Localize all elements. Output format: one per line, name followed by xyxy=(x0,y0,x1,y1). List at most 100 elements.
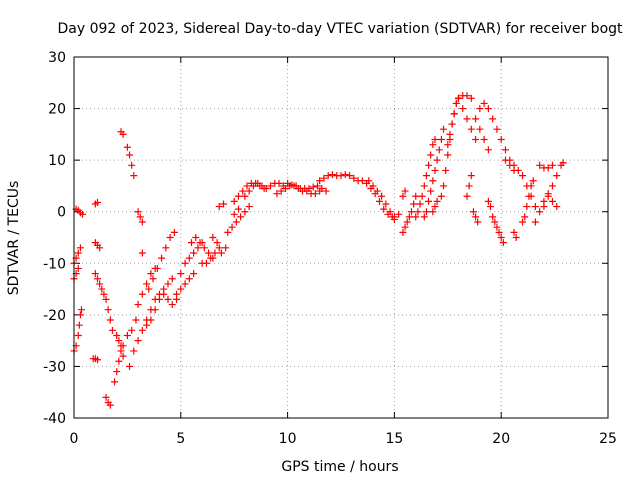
data-point xyxy=(173,290,181,298)
grid xyxy=(74,57,608,418)
data-point xyxy=(234,192,242,200)
data-point xyxy=(493,223,501,231)
data-point xyxy=(422,172,430,180)
data-point xyxy=(489,115,497,123)
data-point xyxy=(292,182,300,190)
data-point xyxy=(474,218,482,226)
data-point xyxy=(440,125,448,133)
data-point xyxy=(506,161,514,169)
data-point xyxy=(320,174,328,182)
data-point xyxy=(245,187,253,195)
data-point xyxy=(322,187,330,195)
data-point xyxy=(145,285,153,293)
data-point xyxy=(501,156,509,164)
data-point xyxy=(123,143,131,151)
data-point xyxy=(433,197,441,205)
data-point xyxy=(243,182,251,190)
data-point xyxy=(401,223,409,231)
data-point xyxy=(523,203,531,211)
data-point xyxy=(111,378,119,386)
data-point xyxy=(373,187,381,195)
data-point xyxy=(164,280,172,288)
data-point xyxy=(414,208,422,216)
data-point xyxy=(258,182,266,190)
data-point xyxy=(544,164,552,172)
data-point xyxy=(429,141,437,149)
data-point xyxy=(480,136,488,144)
data-point xyxy=(126,362,134,370)
data-point xyxy=(108,326,116,334)
data-point xyxy=(318,185,326,193)
data-point xyxy=(275,179,283,187)
data-point xyxy=(472,213,480,221)
data-point xyxy=(74,264,82,272)
data-point xyxy=(239,187,247,195)
data-points xyxy=(70,92,567,409)
data-point xyxy=(207,254,215,262)
data-point xyxy=(444,151,452,159)
data-point xyxy=(467,125,475,133)
data-point xyxy=(106,401,114,409)
data-point xyxy=(429,208,437,216)
data-point xyxy=(237,213,245,221)
y-tick-label: -20 xyxy=(43,308,66,324)
data-point xyxy=(209,234,217,241)
data-point xyxy=(202,259,210,267)
y-tick-label: -30 xyxy=(43,359,66,375)
data-point xyxy=(476,105,484,113)
data-point xyxy=(138,249,146,257)
data-point xyxy=(431,203,439,211)
data-point xyxy=(160,290,168,298)
data-point xyxy=(143,280,151,288)
data-point xyxy=(314,182,322,190)
x-tick-label: 15 xyxy=(385,431,403,447)
data-point xyxy=(548,161,556,169)
data-point xyxy=(113,331,121,339)
data-point xyxy=(190,270,198,278)
data-point xyxy=(305,185,313,193)
data-point xyxy=(440,182,448,190)
chart-title: Day 092 of 2023, Sidereal Day-to-day VTE… xyxy=(57,21,623,37)
data-point xyxy=(454,94,462,102)
data-point xyxy=(548,182,556,190)
y-tick-label: -10 xyxy=(43,256,66,272)
data-point xyxy=(512,234,520,241)
data-point xyxy=(497,136,505,144)
data-point xyxy=(155,295,163,303)
data-point xyxy=(106,316,114,324)
x-tick-label: 20 xyxy=(492,431,510,447)
data-point xyxy=(232,218,240,226)
data-point xyxy=(553,203,561,211)
data-point xyxy=(241,208,249,216)
data-point xyxy=(185,254,193,262)
data-point xyxy=(93,356,101,364)
data-point xyxy=(158,254,166,262)
data-point xyxy=(489,213,497,221)
data-point xyxy=(491,218,499,226)
data-point xyxy=(311,190,319,198)
data-point xyxy=(76,311,84,319)
data-point xyxy=(463,92,471,100)
data-point xyxy=(378,192,386,200)
data-point xyxy=(170,228,178,236)
data-point xyxy=(143,321,151,329)
data-point xyxy=(510,166,518,174)
data-point xyxy=(431,136,439,144)
data-point xyxy=(115,337,123,345)
data-point xyxy=(134,301,142,309)
data-point xyxy=(234,205,242,213)
data-point xyxy=(519,172,527,180)
data-point xyxy=(93,275,101,283)
x-tick-label: 5 xyxy=(176,431,185,447)
data-point xyxy=(395,210,403,218)
data-point xyxy=(128,161,136,169)
data-point xyxy=(346,172,354,180)
data-point xyxy=(531,203,539,211)
data-point xyxy=(499,239,507,247)
data-point xyxy=(420,213,428,221)
data-point xyxy=(164,295,172,303)
data-point xyxy=(211,249,219,257)
data-point xyxy=(540,203,548,211)
data-point xyxy=(476,125,484,133)
